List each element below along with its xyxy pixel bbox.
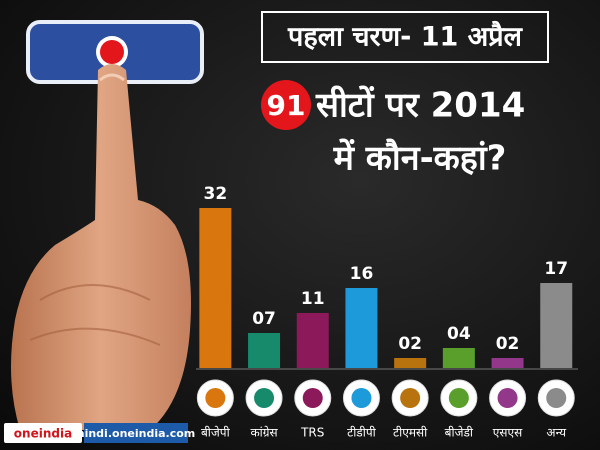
bar <box>442 348 475 368</box>
fingernail <box>99 73 125 82</box>
party-icon-symbol <box>351 388 372 408</box>
party-icon-symbol <box>302 388 323 408</box>
x-tick-label: बीजेपी <box>201 426 231 440</box>
x-tick-label: बीजेडी <box>445 426 474 440</box>
party-icon-symbol <box>205 388 226 408</box>
x-tick-label: एसएस <box>493 426 523 440</box>
party-icon-symbol <box>254 388 275 408</box>
site-box <box>84 423 188 443</box>
party-icon-symbol <box>448 388 469 408</box>
brand-box <box>4 423 82 443</box>
headline-line1: सीटों पर 2014 <box>315 85 525 126</box>
bar <box>345 288 378 368</box>
value-label: 17 <box>544 259 568 279</box>
bar <box>491 358 524 368</box>
value-label: 16 <box>350 264 374 284</box>
x-tick-label: अन्य <box>546 426 567 440</box>
brand: oneindia <box>14 427 72 441</box>
x-tick-label: TRS <box>300 426 324 440</box>
title: पहला चरण- 11 अप्रैल <box>287 21 524 53</box>
headline-line2: में कौन-कहां? <box>333 138 507 179</box>
value-label: 02 <box>496 334 520 354</box>
knuckles <box>29 284 161 346</box>
value-label: 02 <box>398 334 422 354</box>
title-box <box>261 11 549 63</box>
button-dot <box>100 40 124 64</box>
site: hindi.oneindia.com <box>77 427 196 440</box>
bar <box>296 313 329 368</box>
bar <box>540 283 573 368</box>
value-label: 07 <box>252 309 276 329</box>
x-tick-label: टीडीपी <box>347 426 377 440</box>
bar <box>248 333 281 368</box>
x-tick-label: कांग्रेस <box>250 426 278 440</box>
badge: 91 <box>267 89 306 122</box>
value-label: 11 <box>301 289 325 309</box>
party-icon-symbol <box>497 388 518 408</box>
x-tick-label: टीएमसी <box>393 426 428 440</box>
party-icon-symbol <box>400 388 421 408</box>
badge-circle <box>261 80 311 130</box>
bar <box>394 358 427 368</box>
value-label: 32 <box>204 184 228 204</box>
bar <box>199 208 232 368</box>
value-label: 04 <box>447 324 471 344</box>
party-icon-symbol <box>546 388 567 408</box>
